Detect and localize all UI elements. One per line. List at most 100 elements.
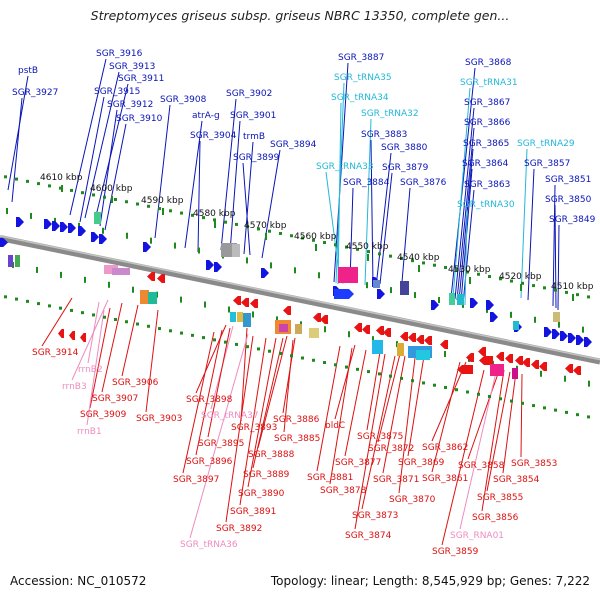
gene-arrow-forward[interactable] bbox=[544, 327, 552, 337]
gene-label[interactable]: SGR_3858 bbox=[458, 461, 505, 471]
gene-arrow-forward[interactable] bbox=[206, 260, 214, 270]
gene-label[interactable]: SGR_3875 bbox=[357, 432, 403, 442]
gene-label[interactable]: SGR_3897 bbox=[173, 475, 219, 485]
gene-arrow-reverse[interactable] bbox=[241, 298, 249, 307]
gene-label[interactable]: SGR_3861 bbox=[422, 474, 468, 484]
gene-label[interactable]: SGR_3898 bbox=[186, 395, 233, 405]
gene-label[interactable]: SGR_3908 bbox=[160, 95, 207, 105]
gene-label[interactable]: SGR_3863 bbox=[464, 180, 510, 190]
gene-label[interactable]: SGR_tRNA32 bbox=[361, 109, 419, 119]
gene-label[interactable]: SGR_3868 bbox=[465, 58, 512, 68]
gene-arrow-reverse[interactable] bbox=[58, 329, 64, 338]
gene-label[interactable]: SGR_3864 bbox=[462, 159, 509, 169]
rna-feature-block[interactable] bbox=[104, 265, 118, 274]
gene-label[interactable]: SGR_3884 bbox=[343, 178, 390, 188]
rna-feature-block[interactable] bbox=[309, 328, 319, 338]
gene-label[interactable]: SGR_3890 bbox=[238, 489, 285, 499]
gene-label[interactable]: SGR_3916 bbox=[96, 49, 143, 59]
gene-label[interactable]: SGR_3913 bbox=[109, 62, 155, 72]
gene-label[interactable]: SGR_tRNA36 bbox=[180, 540, 238, 550]
gene-arrow-reverse[interactable] bbox=[147, 272, 155, 281]
gene-label[interactable]: SGR_3878 bbox=[320, 486, 367, 496]
gene-label[interactable]: SGR_3904 bbox=[190, 131, 237, 141]
gene-label[interactable]: SGR_tRNA37 bbox=[201, 411, 259, 421]
rna-feature-block[interactable] bbox=[232, 244, 240, 257]
gene-arrow-forward[interactable] bbox=[52, 221, 60, 231]
gene-arrow-reverse[interactable] bbox=[457, 365, 473, 374]
gene-arrow-reverse[interactable] bbox=[466, 353, 474, 362]
gene-arrow-reverse[interactable] bbox=[515, 356, 523, 365]
gene-arrow-forward[interactable] bbox=[486, 300, 494, 310]
gene-label[interactable]: SGR_3867 bbox=[464, 98, 510, 108]
gene-arrow-reverse[interactable] bbox=[416, 335, 424, 344]
gene-label[interactable]: SGR_3851 bbox=[545, 175, 591, 185]
gene-arrow-forward[interactable] bbox=[68, 223, 76, 233]
rna-feature-block[interactable] bbox=[338, 267, 358, 283]
rna-feature-block[interactable] bbox=[230, 312, 236, 322]
gene-arrow-forward[interactable] bbox=[377, 289, 385, 299]
gene-arrow-forward[interactable] bbox=[261, 268, 269, 278]
gene-arrow-reverse[interactable] bbox=[522, 358, 530, 367]
rna-feature-block[interactable] bbox=[372, 340, 383, 354]
gene-arrow-forward[interactable] bbox=[143, 242, 151, 252]
gene-label[interactable]: SGR_3891 bbox=[230, 507, 276, 517]
gene-arrow-reverse[interactable] bbox=[320, 315, 328, 324]
gene-arrow-reverse[interactable] bbox=[376, 326, 384, 335]
gene-arrow-forward[interactable] bbox=[568, 333, 576, 343]
gene-label[interactable]: bldC bbox=[325, 421, 345, 431]
rna-feature-block[interactable] bbox=[449, 293, 455, 305]
rna-feature-block[interactable] bbox=[112, 268, 130, 275]
gene-arrow-reverse[interactable] bbox=[250, 299, 258, 308]
rna-feature-block[interactable] bbox=[140, 290, 149, 304]
gene-label[interactable]: rrnB1 bbox=[77, 427, 102, 437]
gene-label[interactable]: SGR_3910 bbox=[116, 114, 163, 124]
gene-arrow-reverse[interactable] bbox=[69, 331, 75, 340]
gene-label[interactable]: SGR_3881 bbox=[307, 473, 353, 483]
gene-arrow-reverse[interactable] bbox=[283, 306, 291, 315]
gene-arrow-forward[interactable] bbox=[60, 222, 68, 232]
gene-label[interactable]: SGR_3871 bbox=[373, 475, 419, 485]
gene-label[interactable]: SGR_3888 bbox=[248, 450, 295, 460]
gene-label[interactable]: SGR_3902 bbox=[226, 89, 272, 99]
gene-label[interactable]: atrA-g bbox=[192, 111, 220, 121]
gene-label[interactable]: SGR_3886 bbox=[273, 415, 320, 425]
gene-label[interactable]: SGR_3899 bbox=[233, 153, 280, 163]
rna-feature-block[interactable] bbox=[295, 324, 302, 334]
gene-label[interactable]: trmB bbox=[243, 132, 265, 142]
gene-label[interactable]: SGR_tRNA31 bbox=[460, 78, 518, 88]
rna-feature-block[interactable] bbox=[457, 294, 464, 305]
rna-feature-block[interactable] bbox=[397, 343, 404, 356]
rna-feature-block[interactable] bbox=[553, 312, 560, 322]
gene-features[interactable] bbox=[0, 212, 592, 379]
gene-label[interactable]: SGR_3914 bbox=[32, 348, 79, 358]
gene-arrow-forward[interactable] bbox=[99, 234, 107, 244]
gene-arrow-forward[interactable] bbox=[490, 312, 498, 322]
gene-label[interactable]: SGR_3896 bbox=[186, 457, 233, 467]
rna-feature-block[interactable] bbox=[512, 368, 518, 379]
gene-label[interactable]: SGR_3879 bbox=[382, 163, 429, 173]
gene-arrow-forward[interactable] bbox=[584, 337, 592, 347]
gene-label[interactable]: pstB bbox=[18, 66, 38, 76]
gene-label[interactable]: SGR_tRNA30 bbox=[457, 200, 515, 210]
gene-arrow-reverse[interactable] bbox=[157, 274, 165, 283]
gene-label[interactable]: SGR_3892 bbox=[216, 524, 262, 534]
gene-arrow-forward[interactable] bbox=[16, 217, 24, 227]
gene-arrow-reverse[interactable] bbox=[80, 333, 86, 342]
rna-feature-block[interactable] bbox=[8, 255, 13, 267]
gene-arrow-forward[interactable] bbox=[91, 232, 99, 242]
gene-label[interactable]: SGR_3885 bbox=[274, 434, 320, 444]
gene-arrow-forward[interactable] bbox=[214, 262, 222, 272]
rna-feature-block[interactable] bbox=[416, 350, 430, 360]
gene-label[interactable]: SGR_3877 bbox=[335, 458, 381, 468]
gene-label[interactable]: SGR_3853 bbox=[511, 459, 557, 469]
gene-label[interactable]: SGR_3915 bbox=[94, 87, 140, 97]
gene-label[interactable]: SGR_3865 bbox=[463, 139, 509, 149]
rna-feature-block[interactable] bbox=[513, 321, 519, 330]
rna-feature-block[interactable] bbox=[148, 292, 157, 304]
gene-arrow-reverse[interactable] bbox=[233, 296, 241, 305]
gene-label[interactable]: SGR_3856 bbox=[472, 513, 519, 523]
gene-label[interactable]: SGR_tRNA34 bbox=[331, 93, 389, 103]
gene-label[interactable]: SGR_3855 bbox=[477, 493, 523, 503]
gene-label[interactable]: SGR_3866 bbox=[464, 118, 511, 128]
